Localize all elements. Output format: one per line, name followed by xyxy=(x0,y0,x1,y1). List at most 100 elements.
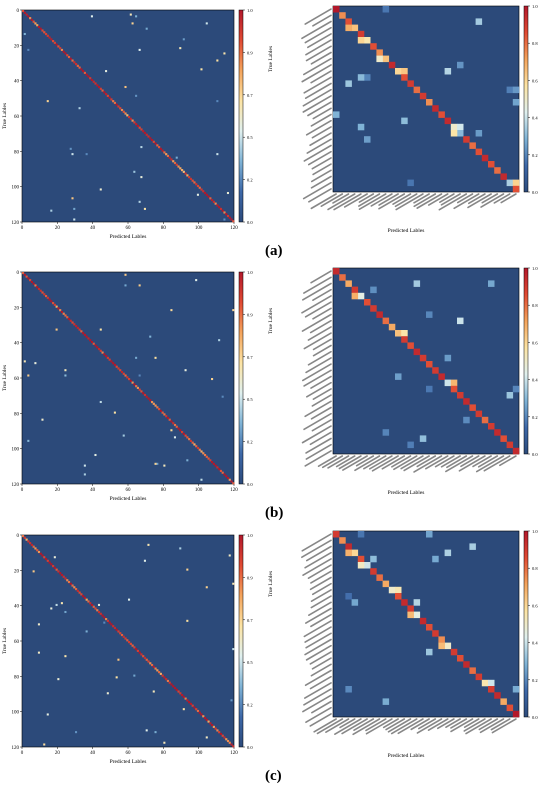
off-diagonal-cell xyxy=(85,630,88,633)
diagonal-cell xyxy=(55,568,58,571)
y-tick-label: 0 xyxy=(17,9,20,14)
off-diagonal-cell xyxy=(73,207,76,210)
full-confusion-matrix: 0 0 20 20 40 40 60 60 80 80 100 100 120 120 Predicted … xyxy=(2,533,253,765)
x-class-label xyxy=(413,455,443,473)
colorbar-tick-label: 0.4 xyxy=(532,116,538,121)
off-diagonal-cell xyxy=(450,130,458,137)
diagonal-cell xyxy=(108,621,111,624)
off-diagonal-cell xyxy=(364,74,371,81)
diagonal-cell xyxy=(432,105,439,112)
diagonal-cell xyxy=(186,174,189,177)
diagonal-cell xyxy=(113,101,117,105)
diagonal-cell xyxy=(120,108,124,112)
diagonal-cell xyxy=(136,649,139,652)
diagonal-cell xyxy=(203,191,207,195)
colorbar-tick-label: 0.6 xyxy=(532,340,538,345)
off-diagonal-cell xyxy=(413,599,421,606)
diagonal-cell xyxy=(126,376,129,379)
y-class-label xyxy=(301,20,332,40)
off-diagonal-cell xyxy=(182,708,185,711)
off-diagonal-cell xyxy=(401,117,408,125)
x-tick-label: 100 xyxy=(195,751,203,756)
diagonal-cell xyxy=(182,432,185,435)
diagonal-cell xyxy=(170,420,173,423)
diagonal-cell xyxy=(200,713,203,716)
full-confusion-matrix: 0 0 20 20 40 40 60 60 80 80 100 100 120 120 Predicted … xyxy=(2,270,253,502)
off-diagonal-cell xyxy=(140,146,143,149)
off-diagonal-cell xyxy=(438,642,445,650)
diagonal-cell xyxy=(226,214,230,218)
diagonal-cell xyxy=(115,365,118,368)
diagonal-cell xyxy=(203,453,207,457)
y-class-label xyxy=(305,119,332,136)
diagonal-cell xyxy=(145,133,148,136)
diagonal-cell xyxy=(198,711,201,714)
x-axis-label: Predicted Lables xyxy=(110,496,147,502)
diagonal-cell xyxy=(62,312,65,315)
x-class-label xyxy=(369,455,393,470)
diagonal-cell xyxy=(214,202,217,205)
diagonal-cell xyxy=(103,91,106,94)
diagonal-cell xyxy=(170,158,173,161)
zoom-confusion-matrix: Predicted Lables True Lables 0.0 0.2 0.4 0.6 0… xyxy=(268,529,538,759)
x-tick-label: 0 xyxy=(21,226,24,231)
zoom-confusion-matrix: Predicted Lables True Lables 0.0 0.2 0.4 0.6 0… xyxy=(268,266,538,496)
diagonal-cell xyxy=(80,330,83,333)
x-tick-label: 120 xyxy=(230,751,238,756)
x-class-label xyxy=(468,193,486,205)
diagonal-cell xyxy=(76,64,79,67)
diagonal-cell xyxy=(122,110,125,113)
diagonal-cell xyxy=(117,105,120,108)
diagonal-cell xyxy=(66,579,69,582)
x-class-label xyxy=(320,193,344,207)
x-class-label xyxy=(410,718,430,731)
x-class-label xyxy=(445,718,461,729)
y-class-label xyxy=(302,282,332,301)
off-diagonal-cell xyxy=(173,436,176,439)
diagonal-cell xyxy=(87,75,90,78)
off-diagonal-cell xyxy=(122,434,125,437)
colorbar-tick-label: 1.0 xyxy=(532,529,538,534)
diagonal-cell xyxy=(124,637,127,640)
y-class-label xyxy=(312,307,332,320)
off-diagonal-cell xyxy=(55,328,58,331)
diagonal-cell xyxy=(450,123,458,131)
off-diagonal-cell xyxy=(232,309,235,312)
diagonal-cell xyxy=(351,24,359,32)
diagonal-cell xyxy=(44,32,48,36)
diagonal-cell xyxy=(83,333,86,336)
diagonal-cell xyxy=(135,385,138,388)
diagonal-cell xyxy=(401,336,408,343)
y-class-label xyxy=(303,688,332,706)
off-diagonal-cell xyxy=(357,37,365,44)
y-class-label xyxy=(305,357,332,374)
y-class-label xyxy=(305,381,332,398)
diagonal-cell xyxy=(36,24,39,27)
diagonal-cell xyxy=(214,727,217,730)
diagonal-cell xyxy=(216,466,219,469)
y-class-label xyxy=(304,82,332,100)
off-diagonal-cell xyxy=(357,562,365,569)
diagonal-cell xyxy=(198,186,201,189)
off-diagonal-cell xyxy=(395,586,402,594)
x-class-label xyxy=(403,455,430,472)
off-diagonal-cell xyxy=(124,273,127,276)
diagonal-cell xyxy=(39,289,42,292)
colorbar-tick-label: 1.0 xyxy=(247,8,253,13)
y-class-label xyxy=(305,706,332,724)
x-axis-label: Predicted Lables xyxy=(388,753,425,759)
off-diagonal-cell xyxy=(163,464,166,467)
diagonal-cell xyxy=(119,107,122,110)
diagonal-cell xyxy=(181,431,184,434)
diagonal-cell xyxy=(481,154,489,162)
off-diagonal-cell xyxy=(145,729,148,732)
diagonal-cell xyxy=(500,173,507,180)
diagonal-cell xyxy=(48,36,51,39)
x-class-label xyxy=(439,193,455,203)
diagonal-cell xyxy=(432,630,439,637)
diagonal-cell xyxy=(46,296,49,299)
off-diagonal-cell xyxy=(97,603,101,606)
off-diagonal-cell xyxy=(57,678,60,681)
diagonal-cell xyxy=(228,216,231,219)
colorbar-tick-label: 0.2 xyxy=(247,440,253,445)
